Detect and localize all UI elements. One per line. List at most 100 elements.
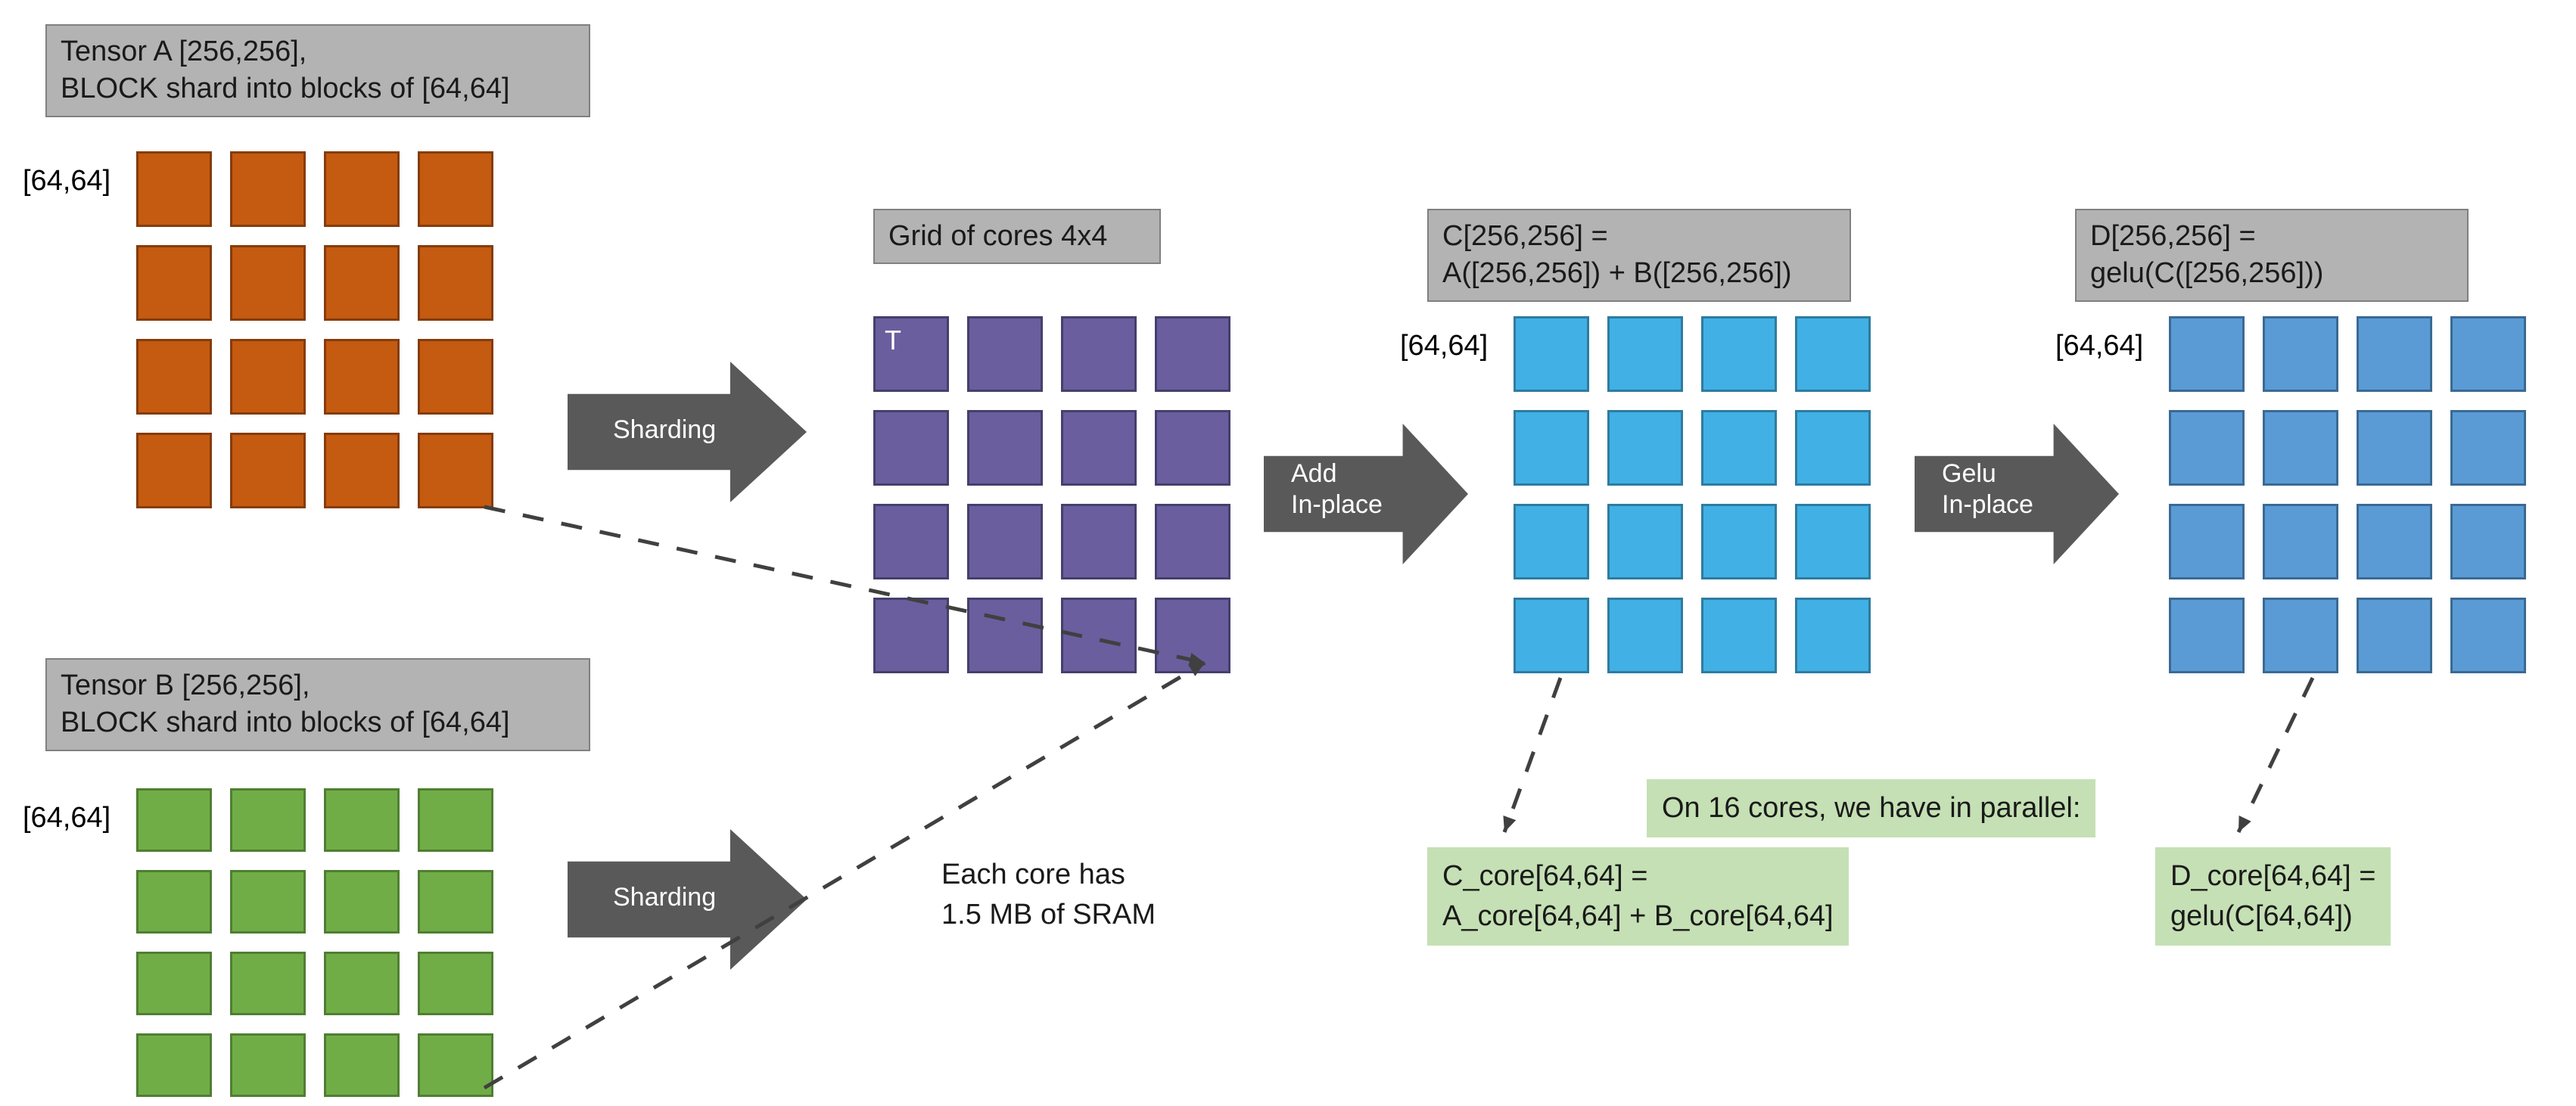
grid-cell bbox=[324, 245, 400, 321]
grid-cell bbox=[230, 433, 306, 508]
tensor-d-dim: [64,64] bbox=[2055, 330, 2143, 362]
grid-cell bbox=[1514, 316, 1589, 392]
grid-cell bbox=[2450, 598, 2526, 673]
grid-cell bbox=[136, 788, 212, 852]
grid-cell bbox=[1701, 504, 1777, 579]
arrow-sharding-b: Sharding bbox=[568, 829, 807, 970]
grid-cell bbox=[1607, 316, 1683, 392]
grid-cell bbox=[418, 245, 493, 321]
grid-cell bbox=[324, 339, 400, 415]
grid-cell bbox=[418, 151, 493, 227]
grid-cell bbox=[230, 788, 306, 852]
grid-cell bbox=[136, 952, 212, 1015]
grid-cell bbox=[230, 870, 306, 934]
grid-cell bbox=[1607, 410, 1683, 486]
arrow-icon bbox=[1915, 424, 2119, 564]
grid-cell bbox=[418, 952, 493, 1015]
grid-cell bbox=[2263, 504, 2338, 579]
grid-cell bbox=[873, 504, 949, 579]
grid-cell bbox=[230, 1033, 306, 1097]
grid-cell bbox=[136, 433, 212, 508]
grid-cell bbox=[1155, 504, 1230, 579]
dash-c-to-note bbox=[1489, 663, 1576, 847]
grid-cell bbox=[2169, 316, 2245, 392]
cores-grid: T bbox=[873, 316, 1230, 673]
grid-cell bbox=[2169, 598, 2245, 673]
grid-cell bbox=[418, 870, 493, 934]
grid-cell bbox=[230, 245, 306, 321]
arrow-icon bbox=[568, 829, 807, 970]
grid-cell bbox=[2169, 504, 2245, 579]
grid-cell bbox=[1061, 504, 1137, 579]
grid-cell bbox=[230, 151, 306, 227]
grid-cell bbox=[2357, 504, 2432, 579]
grid-cell bbox=[1514, 504, 1589, 579]
tensor-a-dim: [64,64] bbox=[23, 165, 110, 197]
grid-cell bbox=[136, 1033, 212, 1097]
grid-cell bbox=[967, 598, 1043, 673]
grid-cell bbox=[324, 1033, 400, 1097]
grid-cell bbox=[230, 339, 306, 415]
tensor-c-dim: [64,64] bbox=[1400, 330, 1488, 362]
grid-cell bbox=[1061, 598, 1137, 673]
grid-cell bbox=[1607, 504, 1683, 579]
sram-note: Each core has1.5 MB of SRAM bbox=[941, 855, 1156, 935]
dash-d-to-note bbox=[2223, 663, 2328, 847]
tensor-c-grid bbox=[1514, 316, 1871, 673]
grid-cell bbox=[873, 410, 949, 486]
grid-cell bbox=[324, 151, 400, 227]
grid-cell bbox=[1701, 410, 1777, 486]
grid-cell bbox=[1795, 316, 1871, 392]
note-parallel: On 16 cores, we have in parallel: bbox=[1647, 779, 2095, 837]
grid-cell bbox=[1155, 410, 1230, 486]
arrow-gelu: GeluIn-place bbox=[1915, 424, 2119, 564]
grid-cell bbox=[2263, 598, 2338, 673]
grid-cell bbox=[324, 870, 400, 934]
grid-cell bbox=[418, 339, 493, 415]
grid-cell bbox=[324, 788, 400, 852]
grid-cell bbox=[2357, 410, 2432, 486]
tensor-b-header: Tensor B [256,256],BLOCK shard into bloc… bbox=[45, 658, 590, 751]
tensor-a-grid bbox=[136, 151, 493, 508]
grid-cell bbox=[1701, 316, 1777, 392]
cores-header: Grid of cores 4x4 bbox=[873, 209, 1161, 264]
tensor-d-grid bbox=[2169, 316, 2526, 673]
grid-cell bbox=[1795, 410, 1871, 486]
grid-cell bbox=[873, 598, 949, 673]
grid-cell bbox=[1795, 504, 1871, 579]
grid-cell bbox=[1514, 410, 1589, 486]
arrow-icon bbox=[568, 362, 807, 502]
tensor-b-dim: [64,64] bbox=[23, 802, 110, 834]
grid-cell bbox=[2263, 316, 2338, 392]
arrow-sharding-a: Sharding bbox=[568, 362, 807, 502]
grid-cell bbox=[324, 952, 400, 1015]
grid-cell bbox=[1607, 598, 1683, 673]
grid-cell bbox=[967, 504, 1043, 579]
core-cell-letter: T bbox=[876, 318, 947, 362]
grid-cell bbox=[1155, 316, 1230, 392]
grid-cell bbox=[2450, 504, 2526, 579]
grid-cell bbox=[418, 433, 493, 508]
grid-cell bbox=[324, 433, 400, 508]
grid-cell bbox=[418, 788, 493, 852]
grid-cell bbox=[230, 952, 306, 1015]
grid-cell bbox=[2263, 410, 2338, 486]
grid-cell bbox=[2357, 598, 2432, 673]
grid-cell bbox=[1795, 598, 1871, 673]
grid-cell: T bbox=[873, 316, 949, 392]
grid-cell bbox=[136, 339, 212, 415]
arrow-add: AddIn-place bbox=[1264, 424, 1468, 564]
tensor-a-header: Tensor A [256,256],BLOCK shard into bloc… bbox=[45, 24, 590, 117]
note-c-core: C_core[64,64] =A_core[64,64] + B_core[64… bbox=[1427, 847, 1849, 946]
grid-cell bbox=[1061, 410, 1137, 486]
tensor-c-header: C[256,256] =A([256,256]) + B([256,256]) bbox=[1427, 209, 1851, 302]
grid-cell bbox=[1061, 316, 1137, 392]
tensor-b-grid bbox=[136, 788, 493, 1097]
grid-cell bbox=[1514, 598, 1589, 673]
grid-cell bbox=[967, 316, 1043, 392]
grid-cell bbox=[2169, 410, 2245, 486]
arrow-icon bbox=[1264, 424, 1468, 564]
grid-cell bbox=[136, 245, 212, 321]
grid-cell bbox=[967, 410, 1043, 486]
grid-cell bbox=[1155, 598, 1230, 673]
